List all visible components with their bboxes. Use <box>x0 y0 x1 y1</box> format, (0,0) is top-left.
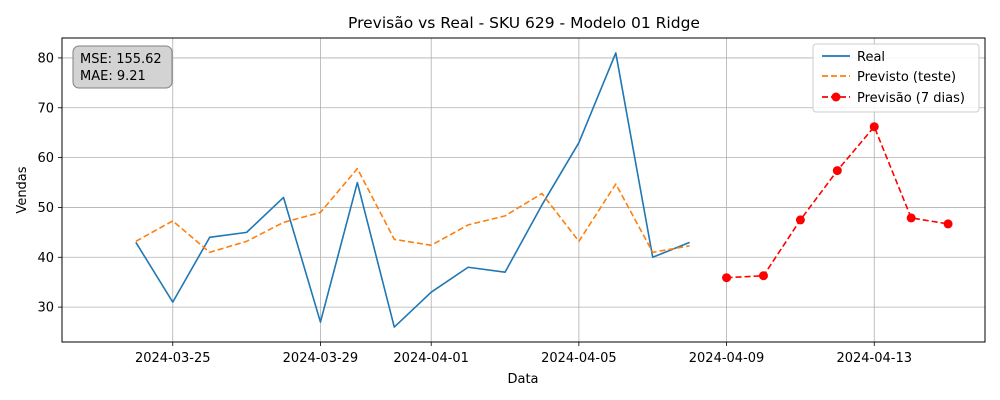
legend-label-real: Real <box>857 50 885 65</box>
x-tick-label: 2024-04-05 <box>541 351 617 366</box>
plot-area-frame <box>61 37 986 343</box>
y-tick-label: 30 <box>37 301 54 316</box>
x-tick-label: 2024-04-09 <box>689 351 765 366</box>
series-line-0 <box>135 52 690 328</box>
forecast-point <box>758 271 768 281</box>
legend-marker-previsao <box>831 92 841 102</box>
forecast-point <box>832 166 842 176</box>
legend-label-previsao: Previsão (7 dias) <box>857 91 965 106</box>
y-axis-label: Vendas <box>15 166 30 213</box>
x-tick-label: 2024-03-29 <box>283 351 359 366</box>
chart-title: Previsão vs Real - SKU 629 - Modelo 01 R… <box>348 14 700 32</box>
x-axis-label: Data <box>507 372 538 387</box>
mse-value: MSE: 155.62 <box>80 52 162 67</box>
y-tick-label: 40 <box>37 251 54 266</box>
y-tick-label: 80 <box>37 51 54 66</box>
axis-ticks: 2024-03-25 2024-03-29 2024-04-01 2024-04-05… <box>37 51 912 366</box>
metrics-box: MSE: 155.62 MAE: 9.21 <box>72 45 173 89</box>
x-tick-label: 2024-04-01 <box>393 351 469 366</box>
mae-value: MAE: 9.21 <box>80 69 146 84</box>
legend-frame <box>812 43 980 113</box>
x-tick-label: 2024-03-25 <box>135 351 211 366</box>
forecast-point <box>722 273 732 283</box>
series-line-2 <box>726 125 949 279</box>
forecast-point <box>943 219 953 229</box>
y-tick-label: 70 <box>37 101 54 116</box>
legend: Real Previsto (teste) Previsão (7 dias) <box>812 43 980 113</box>
y-tick-label: 50 <box>37 201 54 216</box>
legend-label-previsto: Previsto (teste) <box>857 70 956 85</box>
y-tick-label: 60 <box>37 151 54 166</box>
x-tick-label: 2024-04-13 <box>836 351 912 366</box>
forecast-point <box>795 215 805 225</box>
forecast-point <box>906 213 916 223</box>
series-layer <box>135 52 953 328</box>
series-line-1 <box>135 167 690 254</box>
forecast-point <box>869 122 879 132</box>
